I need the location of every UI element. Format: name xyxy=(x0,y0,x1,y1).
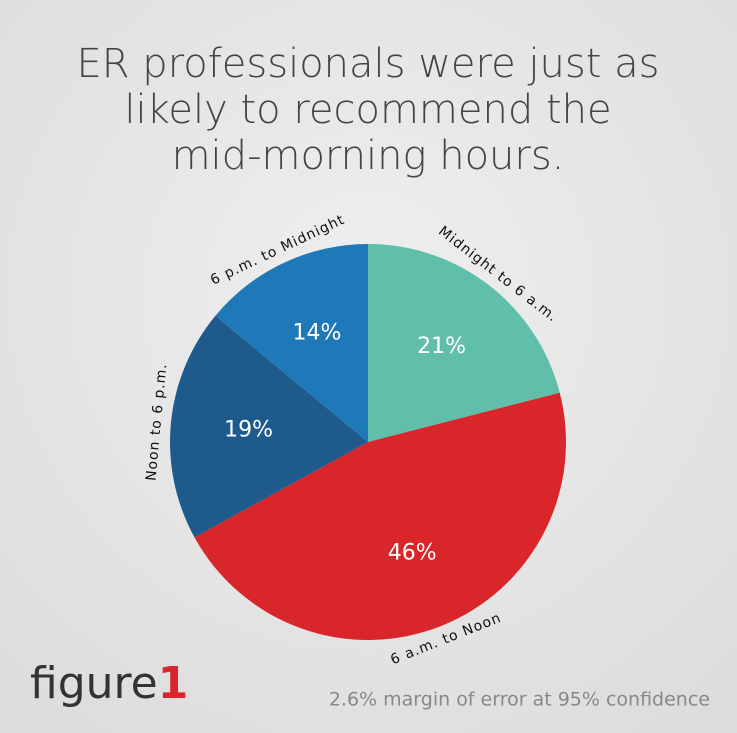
title-line: ER professionals were just as xyxy=(77,41,660,87)
value-label: 19% xyxy=(224,418,273,443)
value-label: 21% xyxy=(417,334,466,359)
pie-slice xyxy=(215,244,368,442)
note: 2.6% margin of error at 95% confidence xyxy=(329,689,710,711)
value-label: 46% xyxy=(388,541,437,566)
title: ER professionals were just as likely to … xyxy=(77,41,660,179)
pie-slice xyxy=(194,392,567,641)
pie-slice xyxy=(368,244,560,442)
pie-slice xyxy=(170,315,368,538)
brand-mark: 1 xyxy=(158,658,189,709)
title-line: mid-morning hours. xyxy=(172,133,565,179)
value-label: 14% xyxy=(292,320,341,345)
brand-text: figure xyxy=(30,658,158,709)
title-line: likely to recommend the xyxy=(124,87,611,133)
brand: figure1 xyxy=(30,658,188,709)
